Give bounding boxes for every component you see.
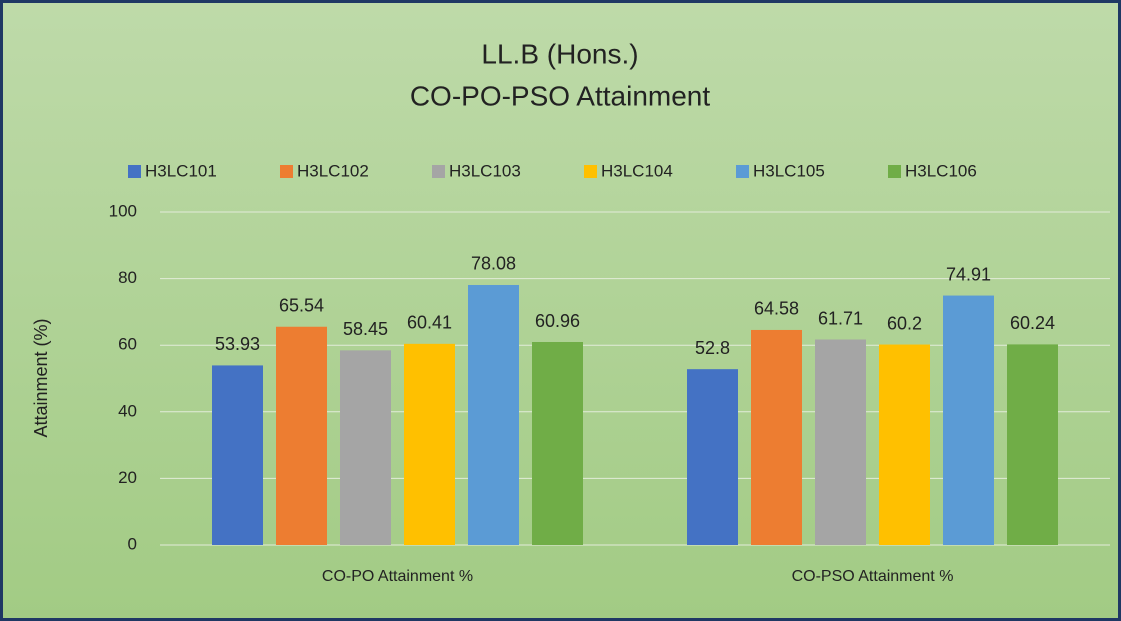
data-label: 61.71 (818, 308, 863, 328)
bar (815, 339, 866, 545)
bar (879, 344, 930, 545)
y-tick-label: 60 (118, 335, 137, 354)
bar (276, 326, 327, 545)
bar (340, 350, 391, 545)
y-tick-label: 80 (118, 268, 137, 287)
data-label: 64.58 (754, 299, 799, 319)
data-label: 58.45 (343, 319, 388, 339)
data-label: 60.41 (407, 313, 452, 333)
legend-label: H3LC106 (905, 161, 977, 180)
data-label: 60.96 (535, 311, 580, 331)
y-tick-label: 0 (128, 534, 137, 553)
legend-swatch (736, 165, 749, 178)
legend-label: H3LC101 (145, 161, 217, 180)
x-tick-label: CO-PSO Attainment % (792, 568, 954, 585)
y-tick-label: 20 (118, 468, 137, 487)
legend-label: H3LC105 (753, 161, 825, 180)
legend-label: H3LC103 (449, 161, 521, 180)
bar (687, 369, 738, 545)
chart-subtitle: CO-PO-PSO Attainment (410, 80, 711, 111)
bar (1007, 344, 1058, 545)
data-label: 53.93 (215, 334, 260, 354)
bar (751, 329, 802, 545)
legend-swatch (584, 165, 597, 178)
legend-swatch (128, 165, 141, 178)
bar (404, 343, 455, 545)
chart-title: LL.B (Hons.) (481, 38, 638, 69)
data-label: 65.54 (279, 296, 324, 316)
data-label: 60.2 (887, 313, 922, 333)
data-label: 78.08 (471, 254, 516, 274)
data-label: 74.91 (946, 264, 991, 284)
data-label: 52.8 (695, 338, 730, 358)
bar (468, 284, 519, 545)
legend-label: H3LC104 (601, 161, 673, 180)
bar (212, 365, 263, 545)
bar (943, 295, 994, 545)
y-axis-label: Attainment (%) (31, 318, 51, 437)
y-tick-label: 100 (109, 201, 137, 220)
legend-swatch (432, 165, 445, 178)
bar (532, 342, 583, 545)
legend-swatch (888, 165, 901, 178)
x-tick-label: CO-PO Attainment % (322, 568, 473, 585)
legend-swatch (280, 165, 293, 178)
data-label: 60.24 (1010, 313, 1055, 333)
legend-label: H3LC102 (297, 161, 369, 180)
y-tick-label: 40 (118, 401, 137, 420)
